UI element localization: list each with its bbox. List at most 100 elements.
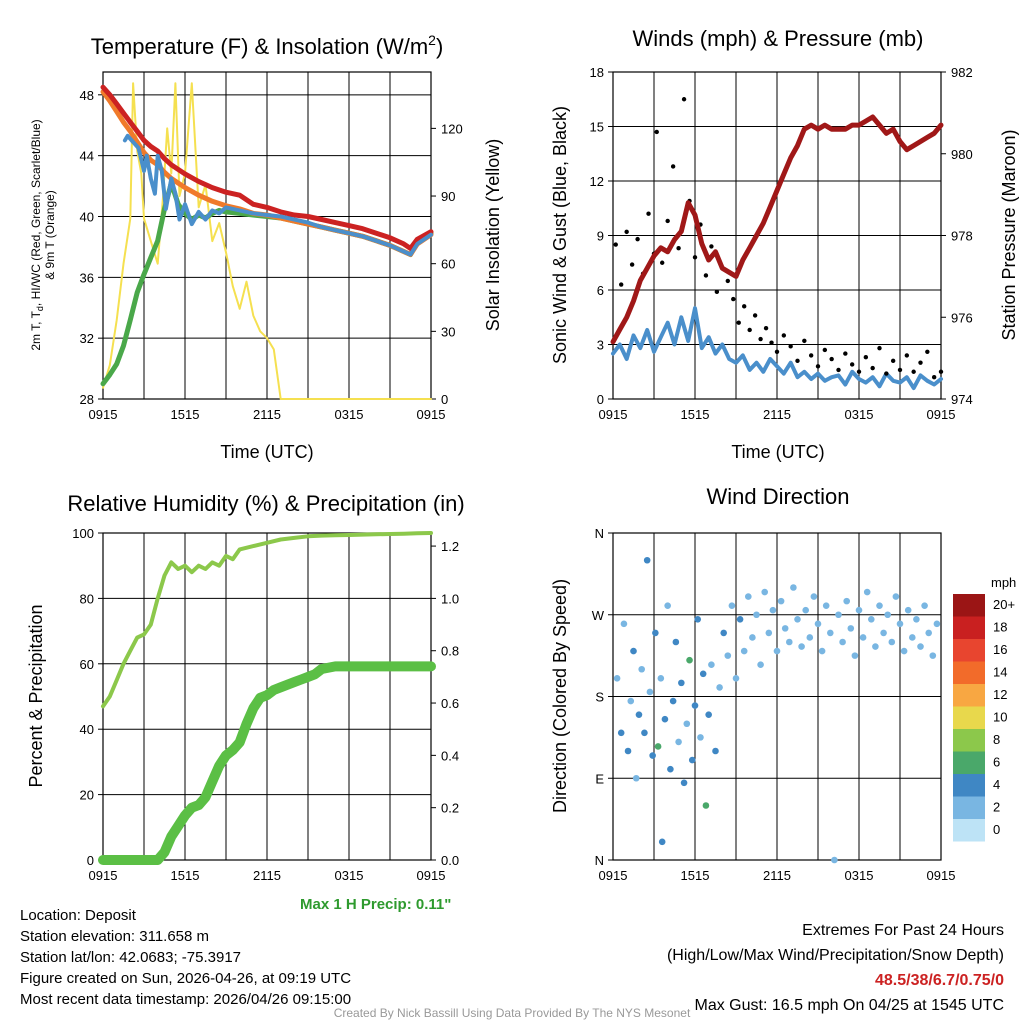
direction-point [635, 711, 643, 718]
direction-point [876, 602, 883, 609]
y-tick-label: 48 [80, 88, 94, 103]
y2-tick-label: 60 [441, 257, 455, 272]
colorbar-swatch [953, 639, 985, 662]
direction-point [855, 606, 863, 614]
direction-point [859, 634, 867, 641]
y2-tick-label: 30 [441, 324, 455, 339]
y-tick-label: 18 [590, 65, 604, 80]
direction-point [798, 643, 805, 650]
direction-point [620, 620, 628, 628]
x-tick-label: 0315 [335, 868, 364, 883]
direction-point [708, 661, 715, 669]
created-line: Figure created on Sun, 2026-04-26, at 09… [20, 970, 352, 987]
y2-tick-label: 1.0 [441, 591, 459, 606]
direction-point [720, 629, 727, 637]
series-gust-point [670, 164, 676, 169]
y-tick-label: 15 [590, 120, 604, 135]
extremes-title: Extremes For Past 24 Hours [802, 922, 1004, 939]
direction-point [667, 765, 674, 773]
direction-point [624, 747, 632, 755]
y2-tick-label: 0.4 [441, 748, 459, 763]
x-tick-label: 0915 [89, 868, 118, 883]
direction-point [868, 615, 875, 623]
series-gust-point [758, 336, 763, 342]
y-tick-label: S [595, 690, 604, 705]
series-gust-point [769, 340, 774, 345]
x-tick-label: 0915 [417, 407, 446, 422]
direction-point [675, 738, 682, 746]
elevation-line: Station elevation: 311.658 m [20, 928, 210, 945]
y-tick-label: 0 [87, 853, 94, 868]
series-gust-point [660, 260, 665, 265]
x-tick-label: 2115 [763, 868, 791, 883]
y2-tick-label: 1.2 [441, 539, 459, 554]
direction-point [702, 802, 710, 809]
direction-point [732, 675, 740, 682]
temp-x-axis-label: Time (UTC) [220, 442, 313, 462]
series-gust-point [925, 349, 930, 354]
direction-point [839, 638, 846, 646]
direction-point [843, 597, 850, 605]
direction-point [641, 729, 648, 737]
direction-point [680, 779, 688, 787]
x-tick-label: 2115 [763, 407, 791, 422]
direction-point [761, 588, 768, 596]
direction-point [822, 602, 830, 609]
temperature-title: Temperature (F) & Insolation (W/m2) [91, 32, 444, 59]
direction-point [652, 629, 659, 637]
series-gust-point [829, 356, 834, 362]
y-tick-label: 28 [80, 392, 94, 407]
latlon-line: Station lat/lon: 42.0683; -75.3917 [20, 949, 242, 966]
direction-point [831, 856, 838, 864]
direction-point [678, 679, 685, 687]
x-tick-label: 2115 [253, 868, 281, 883]
y2-tick-label: 0.6 [441, 696, 459, 711]
colorbar-swatch [953, 819, 985, 842]
series-gust-point [904, 353, 910, 358]
speed-colorbar: mph 20+ 18 16 14 12 10 8 6 4 2 0 [953, 575, 1016, 842]
extremes-subtitle: (High/Low/Max Wind/Precipitation/Snow De… [666, 947, 1004, 964]
series-gust-point [619, 282, 624, 287]
series-gust-point [890, 358, 896, 364]
colorbar-swatch [953, 616, 985, 639]
max-gust-line: Max Gust: 16.5 mph On 04/25 at 1545 UTC [694, 997, 1005, 1014]
series-gust-point [665, 218, 670, 224]
y-tick-label: E [595, 771, 604, 786]
x-tick-label: 0915 [927, 868, 956, 883]
y2-tick-label: 974 [951, 392, 973, 407]
y-tick-label: 6 [597, 283, 604, 298]
direction-point [896, 620, 904, 628]
series-gust-point [747, 327, 752, 333]
temp-y-axis-label-line2: & 9m T (Orange) [43, 190, 57, 280]
direction-point [929, 652, 937, 659]
direction-point [765, 629, 773, 637]
x-tick-label: 0315 [845, 868, 874, 883]
series-gust-point [613, 242, 618, 247]
direction-point [745, 593, 752, 600]
series-gust-point [752, 313, 758, 318]
y-tick-label: 12 [590, 174, 604, 189]
y2-tick-label: 980 [951, 147, 973, 162]
direction-point [880, 629, 887, 637]
y2-tick-label: 0.2 [441, 801, 459, 816]
y2-tick-label: 978 [951, 229, 973, 244]
y-tick-label: N [595, 526, 604, 541]
series-gust-point [763, 325, 769, 331]
series-gust-point [849, 362, 855, 367]
temp-y-axis-label-line1: 2m T, Td, HI/WC (Red, Green, Scarlet/Blu… [29, 119, 45, 350]
direction-point [740, 647, 748, 655]
series-gust-point [843, 351, 848, 356]
direction-point [909, 634, 916, 641]
direction-point [786, 638, 793, 646]
direction-point [847, 625, 855, 632]
direction-point [888, 638, 896, 646]
series-gust-point [714, 289, 720, 295]
direction-point [627, 697, 635, 705]
colorbar-swatch [953, 706, 985, 729]
direction-point [705, 711, 712, 718]
direction-point [777, 597, 785, 605]
colorbar-unit: mph [991, 575, 1016, 590]
location-line: Location: Deposit [20, 907, 136, 924]
colorbar-label: 16 [993, 642, 1007, 657]
direction-point [790, 584, 797, 591]
